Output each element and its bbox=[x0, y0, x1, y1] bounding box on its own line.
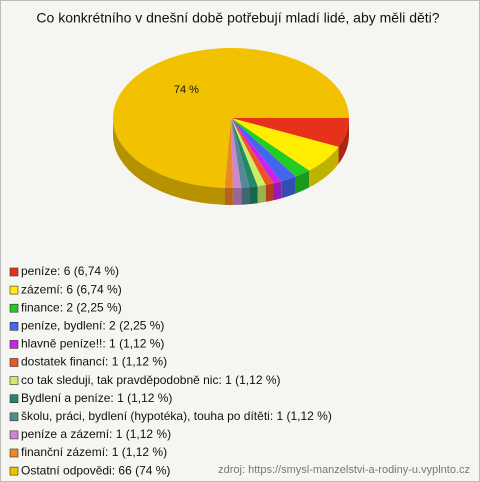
source: zdroj: https://smysl-manzelstvi-a-rodiny… bbox=[218, 464, 470, 476]
pie-slice-side bbox=[224, 187, 233, 206]
pie-slice-side bbox=[257, 184, 266, 204]
pie-slice-side bbox=[249, 186, 258, 205]
legend-label: peníze, bydlení: 2 (2,25 %) bbox=[21, 318, 164, 332]
legend-swatch bbox=[9, 267, 19, 277]
legend-swatch bbox=[9, 394, 19, 404]
legend-swatch bbox=[9, 412, 19, 422]
legend-label: zázemí: 6 (6,74 %) bbox=[21, 282, 122, 296]
pie-slice bbox=[231, 118, 258, 188]
legend-swatch bbox=[9, 430, 19, 440]
legend-swatch bbox=[9, 358, 19, 367]
pie-slice bbox=[231, 118, 339, 171]
pie-slice bbox=[231, 118, 349, 147]
pie-slice-side bbox=[295, 170, 310, 194]
chart-title: Co konkrétního v dnešní době potřebují m… bbox=[36, 10, 439, 26]
legend-swatch bbox=[9, 285, 19, 295]
pie-slice bbox=[231, 118, 274, 185]
pie-slice-side bbox=[338, 118, 349, 164]
legend-label: finanční zázemí: 1 (1,12 %) bbox=[21, 445, 167, 459]
pie-slice bbox=[231, 118, 266, 187]
legend-label: finance: 2 (2,25 %) bbox=[21, 300, 122, 314]
legend-swatch bbox=[9, 340, 19, 349]
pie-slice bbox=[231, 118, 296, 182]
pie-slice bbox=[231, 118, 250, 188]
legend-label: hlavně peníze!!: 1 (1,12 %) bbox=[21, 337, 164, 351]
pie-slice bbox=[231, 118, 282, 184]
pie-slice-side bbox=[113, 118, 225, 205]
legend-label: Ostatní odpovědi: 66 (74 %) bbox=[21, 463, 170, 477]
pie-slice bbox=[224, 118, 233, 188]
legend-swatch bbox=[9, 376, 19, 385]
data-label: 74 % bbox=[174, 84, 199, 96]
legend-label: Bydlení a peníze: 1 (1,12 %) bbox=[21, 391, 172, 405]
pie-slice-side bbox=[273, 181, 282, 201]
pie-slice-side bbox=[309, 146, 339, 188]
pie-slice-side bbox=[232, 187, 242, 205]
legend-label: dostatek financí: 1 (1,12 %) bbox=[21, 355, 167, 369]
legend-swatch bbox=[9, 448, 19, 458]
pie-slice-side bbox=[265, 183, 274, 202]
pie-slice bbox=[231, 118, 242, 188]
legend-label: školu, práci, bydlení (hypotéka), touha … bbox=[21, 409, 332, 423]
pie-slice-side bbox=[281, 176, 296, 199]
legend-label: peníze a zázemí: 1 (1,12 %) bbox=[21, 427, 171, 441]
pie-slice bbox=[112, 47, 349, 188]
legend-swatch bbox=[9, 466, 19, 476]
legend-label: co tak sleduji, tak pravděpodobně nic: 1… bbox=[21, 373, 281, 387]
legend-swatch bbox=[9, 321, 19, 331]
pie-slice-side bbox=[241, 187, 250, 205]
legend-label: peníze: 6 (6,74 %) bbox=[21, 264, 119, 278]
pie-slice bbox=[231, 118, 310, 177]
legend-swatch bbox=[9, 303, 19, 313]
